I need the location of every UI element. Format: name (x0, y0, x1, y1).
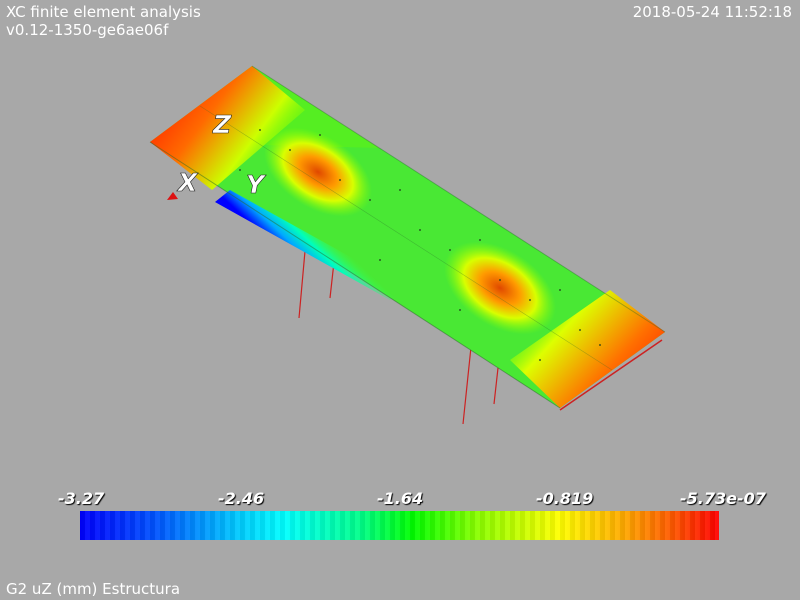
mesh-nodes (239, 129, 601, 361)
color-scale-bar (80, 511, 719, 540)
app-version: v0.12-1350-ge6ae06f (6, 21, 169, 39)
app-title: XC finite element analysis (6, 3, 201, 21)
legend-tick-2: -2.46 (218, 489, 265, 508)
axis-y-label: Y (246, 170, 267, 199)
legend-tick-4: -0.819 (536, 489, 594, 508)
legend-tick-3: -1.64 (377, 489, 424, 508)
axis-z-label: Z (212, 110, 232, 139)
axis-x-label: X (176, 168, 199, 197)
axis-triad: Z X Y (167, 110, 267, 200)
timestamp: 2018-05-24 11:52:18 (632, 3, 792, 21)
plot-caption: G2 uZ (mm) Estructura (6, 580, 181, 598)
deformed-deck (149, 65, 666, 411)
legend-tick-min: -3.27 (58, 489, 105, 508)
legend-tick-max: -5.73e-07 (680, 489, 766, 508)
